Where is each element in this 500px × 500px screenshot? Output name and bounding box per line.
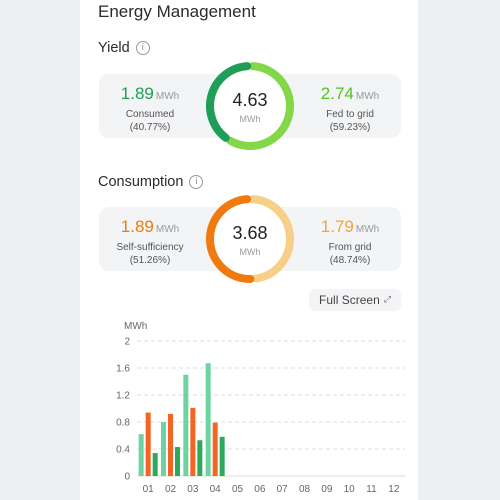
yield-total-value: 4.63 — [232, 90, 268, 110]
x-tick-label: 05 — [232, 484, 244, 495]
consumption-self-arc — [206, 195, 255, 283]
fed-value: 2.74 — [320, 84, 354, 103]
grid-value: 1.79 — [320, 217, 354, 236]
bar-month-04-series-1 — [205, 363, 211, 476]
bar-month-04-series-3 — [219, 436, 225, 476]
consumption-total-value: 3.68 — [232, 223, 268, 243]
bar-month-01-series-2 — [145, 412, 151, 476]
consumed-label: Consumed — [125, 109, 175, 120]
x-tick-label: 06 — [254, 484, 266, 495]
consumption-title: Consumption — [98, 174, 184, 190]
y-tick-label: 2 — [124, 337, 130, 348]
consumed-stat: 1.89 MWh Consumed (40.77%) — [105, 84, 195, 134]
yield-fed-arc — [226, 62, 294, 150]
bar-month-02-series-1 — [161, 422, 166, 476]
expand-icon: ⤢ — [383, 295, 391, 305]
yield-consumed-arc — [206, 62, 252, 142]
self-label: Self-sufficiency — [116, 242, 184, 253]
yield-donut-chart — [206, 62, 294, 150]
monthly-bar-chart: MWh 0 0.4 0.8 1.2 1.6 2 01 02 03 04 05 06 07 08 09 10 11 1… — [80, 316, 418, 500]
full-screen-label: Full Screen — [319, 293, 380, 307]
bar-month-04-series-2 — [212, 422, 218, 476]
yield-section-title: Yield i — [98, 40, 150, 56]
bar-month-03-series-2 — [190, 407, 196, 476]
bar-chart-svg: MWh 0 0.4 0.8 1.2 1.6 2 01 02 03 04 05 06 07 08 09 10 11 1… — [116, 321, 405, 495]
self-sufficiency-stat: 1.89 MWh Self-sufficiency (51.26%) — [105, 217, 195, 267]
x-tick-label: 09 — [321, 484, 333, 495]
fed-percent: (59.23%) — [329, 122, 371, 133]
x-tick-label: 01 — [143, 484, 155, 495]
fed-unit: MWh — [355, 91, 380, 102]
x-tick-label: 11 — [366, 484, 377, 495]
x-tick-label: 07 — [277, 484, 289, 495]
x-tick-label: 02 — [165, 484, 177, 495]
info-icon[interactable]: i — [189, 175, 204, 189]
energy-management-card: Energy Management Yield i 1.89 MWh Consum… — [80, 0, 418, 500]
bar-month-02-series-3 — [175, 446, 180, 476]
bar-month-01-series-3 — [152, 453, 158, 476]
consumption-donut-chart — [206, 195, 294, 283]
x-tick-label: 10 — [344, 484, 356, 495]
y-tick-label: 0.4 — [116, 445, 130, 456]
y-tick-label: 0.8 — [116, 418, 130, 429]
y-tick-label: 0 — [124, 472, 130, 483]
info-icon[interactable]: i — [135, 41, 150, 55]
x-tick-label: 12 — [388, 484, 400, 495]
consumption-grid-arc — [248, 195, 294, 283]
fed-to-grid-stat: 2.74 MWh Fed to grid (59.23%) — [305, 84, 395, 134]
yield-title: Yield — [98, 40, 130, 56]
grid-percent: (48.74%) — [329, 255, 371, 266]
x-tick-label: 04 — [210, 484, 222, 495]
full-screen-button[interactable]: Full Screen ⤢ — [309, 289, 401, 311]
y-tick-label: 1.6 — [116, 364, 130, 375]
x-tick-label: 08 — [299, 484, 311, 495]
self-value: 1.89 — [120, 217, 154, 236]
y-tick-label: 1.2 — [116, 391, 130, 402]
consumption-total-unit: MWh — [239, 247, 261, 257]
self-unit: MWh — [155, 224, 180, 235]
grid-label: From grid — [328, 242, 372, 253]
from-grid-stat: 1.79 MWh From grid (48.74%) — [305, 217, 395, 267]
grid-unit: MWh — [355, 224, 380, 235]
self-percent: (51.26%) — [129, 255, 171, 266]
x-tick-label: 03 — [187, 484, 199, 495]
consumption-ring: 3.68 MWh — [204, 193, 296, 285]
bar-month-01-series-1 — [138, 434, 144, 476]
consumed-value: 1.89 — [120, 84, 154, 103]
page-title: Energy Management — [98, 2, 256, 21]
consumption-section-title: Consumption i — [98, 174, 204, 190]
bar-month-03-series-3 — [197, 440, 203, 476]
consumed-percent: (40.77%) — [129, 122, 171, 133]
consumed-unit: MWh — [155, 91, 180, 102]
bar-month-02-series-2 — [168, 413, 173, 476]
y-axis-unit-label: MWh — [124, 321, 147, 332]
yield-total-unit: MWh — [239, 114, 261, 124]
fed-label: Fed to grid — [326, 109, 374, 120]
yield-ring: 4.63 MWh — [204, 60, 296, 152]
bar-month-03-series-1 — [183, 374, 189, 476]
